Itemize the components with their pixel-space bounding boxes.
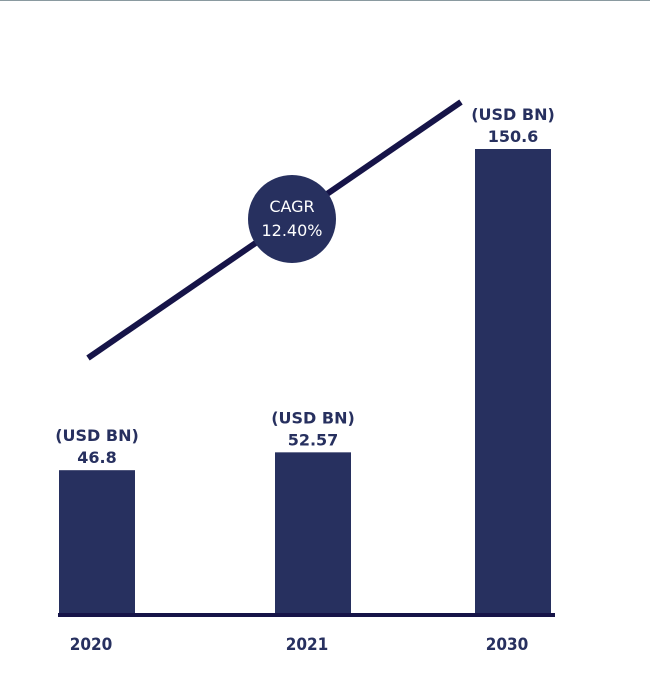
unit-label-2021: (USD BN) (271, 408, 355, 427)
unit-label-2020: (USD BN) (55, 426, 139, 445)
unit-label-2030: (USD BN) (471, 105, 555, 124)
bar-2030 (475, 149, 551, 615)
cagr-circle (248, 175, 336, 263)
labels-group: (USD BN) 46.8 2020 (USD BN) 52.57 2021 (USD BN… (55, 105, 555, 655)
category-label-2030: 2030 (486, 635, 529, 655)
category-label-2020: 2020 (70, 635, 113, 655)
category-label-2021: 2021 (286, 635, 329, 655)
cagr-title: CAGR (269, 197, 314, 216)
bar-2020 (59, 470, 135, 615)
value-label-2021: 52.57 (288, 430, 339, 449)
bars-group (59, 149, 551, 615)
cagr-value: 12.40% (261, 221, 322, 240)
value-label-2030: 150.6 (488, 127, 539, 146)
cagr-badge: CAGR 12.40% (248, 175, 336, 263)
bar-2021 (275, 452, 351, 615)
value-label-2020: 46.8 (77, 448, 116, 467)
